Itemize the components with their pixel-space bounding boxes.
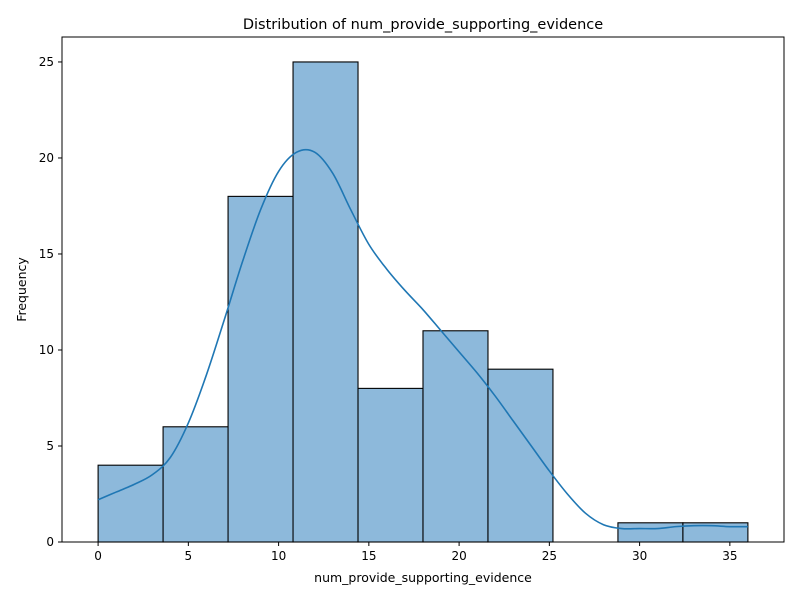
y-tick-label: 20 xyxy=(39,151,54,165)
chart-title: Distribution of num_provide_supporting_e… xyxy=(243,17,603,33)
kde-curve xyxy=(97,148,748,530)
bars-group xyxy=(97,61,749,543)
y-tick-label: 15 xyxy=(39,247,54,261)
histogram-bar xyxy=(292,61,359,543)
histogram-bar xyxy=(487,368,554,543)
histogram-bar xyxy=(97,464,164,543)
histogram-bar xyxy=(162,426,229,543)
y-tick-label: 5 xyxy=(46,439,54,453)
histogram-bar xyxy=(227,195,294,543)
x-tick-label: 20 xyxy=(451,549,466,563)
y-tick-label: 0 xyxy=(46,535,54,549)
plot-frame xyxy=(61,36,785,543)
x-tick-label: 15 xyxy=(361,549,376,563)
x-tick-label: 25 xyxy=(542,549,557,563)
x-tick-label: 10 xyxy=(271,549,286,563)
y-axis-ticks: 0 5 10 15 20 25 xyxy=(39,55,62,549)
x-axis-label: num_provide_supporting_evidence xyxy=(314,570,532,585)
x-tick-label: 30 xyxy=(632,549,647,563)
histogram-bar xyxy=(617,522,684,543)
histogram-bar xyxy=(422,330,489,543)
x-tick-label: 35 xyxy=(722,549,737,563)
x-axis-ticks: 0 5 10 15 20 25 30 35 xyxy=(94,542,737,563)
x-tick-label: 0 xyxy=(94,549,102,563)
histogram-bar xyxy=(357,387,424,543)
y-tick-label: 25 xyxy=(39,55,54,69)
x-tick-label: 5 xyxy=(185,549,193,563)
y-tick-label: 10 xyxy=(39,343,54,357)
y-axis-label: Frequency xyxy=(14,257,29,322)
kde-group xyxy=(97,148,748,530)
